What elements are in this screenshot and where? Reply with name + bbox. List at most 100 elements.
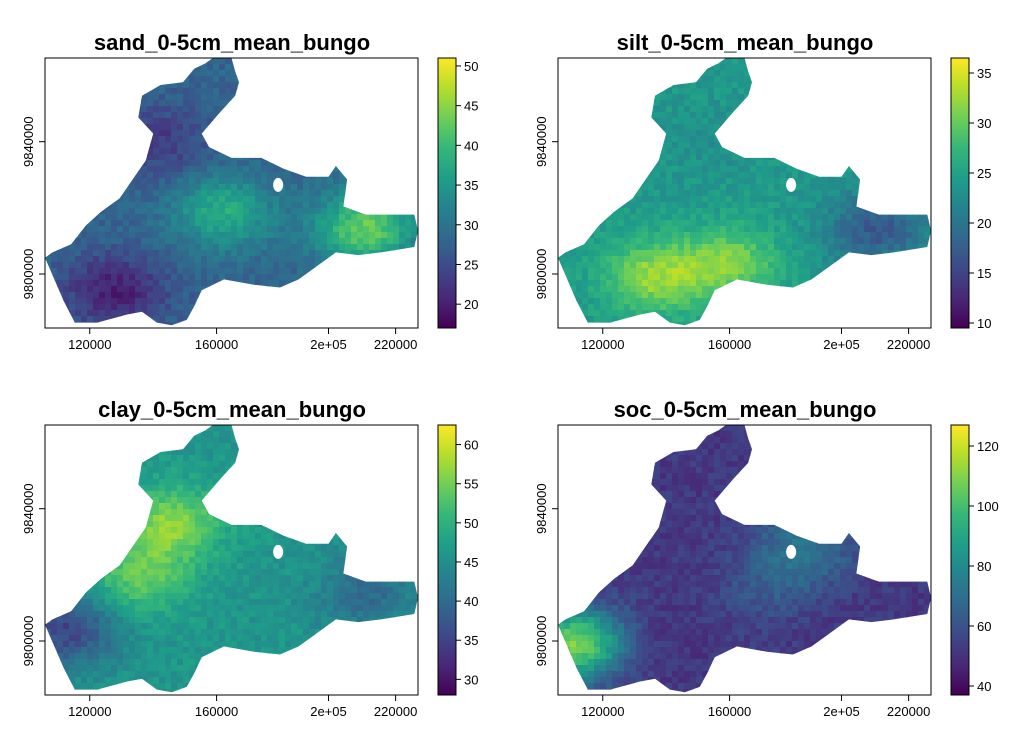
- heatmap-cell: [786, 100, 793, 107]
- heatmap-cell: [315, 94, 322, 101]
- heatmap-cell: [912, 202, 919, 209]
- heatmap-cell: [273, 214, 280, 221]
- heatmap-cell: [804, 184, 811, 191]
- heatmap-cell: [774, 214, 781, 221]
- heatmap-cell: [57, 250, 64, 257]
- heatmap-cell: [618, 94, 625, 101]
- heatmap-cell: [387, 148, 394, 155]
- heatmap-cell: [333, 142, 340, 149]
- heatmap-cell: [231, 160, 238, 167]
- heatmap-cell: [576, 238, 583, 245]
- heatmap-cell: [924, 154, 931, 161]
- heatmap-cell: [381, 106, 388, 113]
- heatmap-cell: [780, 166, 787, 173]
- heatmap-cell: [243, 64, 250, 71]
- heatmap-cell: [411, 262, 418, 269]
- heatmap-cell: [690, 190, 697, 197]
- heatmap-cell: [219, 112, 226, 119]
- heatmap-cell: [405, 148, 412, 155]
- heatmap-cell: [630, 112, 637, 119]
- heatmap-cell: [576, 178, 583, 185]
- heatmap-cell: [111, 232, 118, 239]
- heatmap-cell: [261, 172, 268, 179]
- heatmap-cell: [822, 208, 829, 215]
- heatmap-cell: [195, 304, 202, 311]
- heatmap-cell: [93, 298, 100, 305]
- heatmap-cell: [297, 112, 304, 119]
- heatmap-cell: [297, 142, 304, 149]
- heatmap-cell: [129, 292, 136, 299]
- heatmap-cell: [618, 88, 625, 95]
- heatmap-cell: [333, 280, 340, 287]
- heatmap-cell: [762, 160, 769, 167]
- heatmap-cell: [261, 292, 268, 299]
- heatmap-cell: [600, 172, 607, 179]
- heatmap-cell: [858, 160, 865, 167]
- heatmap-cell: [684, 130, 691, 137]
- heatmap-cell: [576, 244, 583, 251]
- heatmap-cell: [912, 136, 919, 143]
- heatmap-cell: [726, 58, 733, 65]
- heatmap-cell: [642, 64, 649, 71]
- heatmap-cell: [159, 148, 166, 155]
- heatmap-cell: [153, 184, 160, 191]
- heatmap-cell: [237, 280, 244, 287]
- heatmap-cell: [153, 274, 160, 281]
- heatmap-cell: [708, 238, 715, 245]
- heatmap-cell: [303, 154, 310, 161]
- heatmap-cell: [600, 160, 607, 167]
- heatmap-cell: [864, 94, 871, 101]
- heatmap-cell: [231, 226, 238, 233]
- heatmap-cell: [267, 64, 274, 71]
- heatmap-cell: [375, 178, 382, 185]
- heatmap-cell: [375, 310, 382, 317]
- heatmap-cell: [387, 298, 394, 305]
- heatmap-cell: [375, 76, 382, 83]
- heatmap-cell: [69, 202, 76, 209]
- heatmap-cell: [315, 292, 322, 299]
- heatmap-cell: [894, 142, 901, 149]
- heatmap-cell: [594, 64, 601, 71]
- heatmap-cell: [333, 124, 340, 131]
- heatmap-cell: [564, 70, 571, 77]
- heatmap-cell: [828, 202, 835, 209]
- heatmap-cell: [588, 64, 595, 71]
- heatmap-cell: [558, 58, 565, 65]
- heatmap-cell: [201, 196, 208, 203]
- heatmap-cell: [75, 310, 82, 317]
- heatmap-cell: [231, 310, 238, 317]
- heatmap-cell: [123, 310, 130, 317]
- heatmap-cell: [321, 292, 328, 299]
- heatmap-cell: [894, 136, 901, 143]
- heatmap-cell: [147, 124, 154, 131]
- heatmap-cell: [153, 220, 160, 227]
- heatmap-cell: [912, 232, 919, 239]
- heatmap-cell: [195, 238, 202, 245]
- heatmap-cell: [195, 250, 202, 257]
- heatmap-cell: [81, 232, 88, 239]
- heatmap-cell: [375, 82, 382, 89]
- heatmap-cell: [618, 82, 625, 89]
- heatmap-cell: [870, 190, 877, 197]
- heatmap-cell: [111, 76, 118, 83]
- heatmap-cell: [906, 88, 913, 95]
- heatmap-cell: [225, 286, 232, 293]
- heatmap-cell: [117, 214, 124, 221]
- heatmap-cell: [852, 124, 859, 131]
- heatmap-cell: [159, 208, 166, 215]
- heatmap-cell: [171, 136, 178, 143]
- heatmap-cell: [183, 148, 190, 155]
- heatmap-cell: [273, 154, 280, 161]
- heatmap-cell: [333, 268, 340, 275]
- heatmap-cell: [918, 148, 925, 155]
- heatmap-cell: [594, 190, 601, 197]
- heatmap-cell: [111, 154, 118, 161]
- heatmap-cell: [93, 160, 100, 167]
- heatmap-cell: [594, 58, 601, 65]
- heatmap-cell: [810, 94, 817, 101]
- heatmap-cell: [177, 112, 184, 119]
- heatmap-cell: [405, 220, 412, 227]
- heatmap-cell: [291, 232, 298, 239]
- heatmap-cell: [666, 118, 673, 125]
- heatmap-cell: [888, 148, 895, 155]
